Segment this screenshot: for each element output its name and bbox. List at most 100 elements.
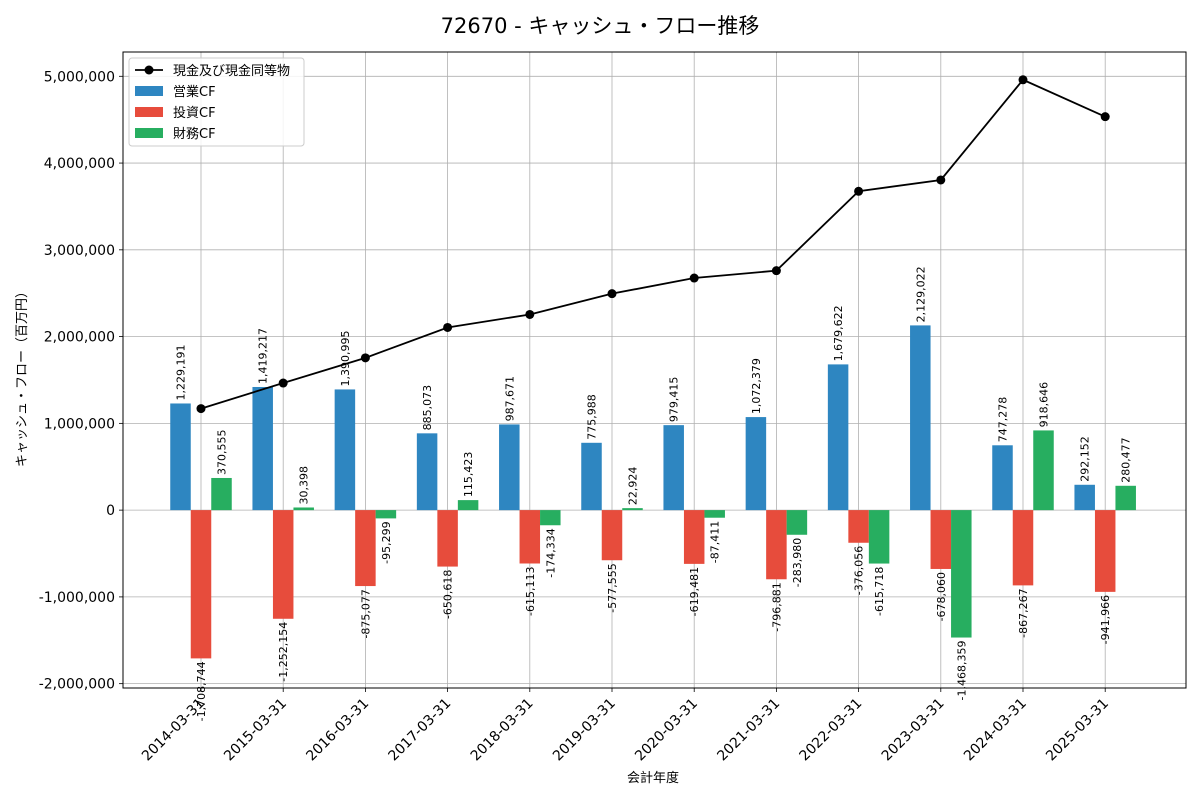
bar — [581, 442, 602, 511]
data-label: 979,415 — [668, 377, 681, 423]
bar — [272, 510, 294, 619]
cash-line-point — [1100, 112, 1110, 122]
data-label: -577,555 — [606, 563, 619, 612]
data-label: -376,056 — [853, 546, 866, 595]
cash-line-point — [360, 353, 370, 363]
legend-label: 現金及び現金同等物 — [173, 63, 290, 79]
data-label: 775,988 — [586, 394, 599, 440]
data-label: -1,252,154 — [277, 622, 290, 682]
data-label: -174,334 — [544, 528, 557, 577]
data-label: 2,129,022 — [914, 266, 927, 322]
bar — [293, 507, 314, 511]
data-labels: 1,229,191 1,419,217 1,390,995 885,073 987,67… — [175, 266, 1133, 721]
bar — [827, 364, 849, 511]
bar — [355, 510, 376, 587]
x-tick-label: 2025-03-31 — [1043, 696, 1112, 765]
x-tick-label: 2015-03-31 — [221, 696, 290, 765]
data-label: -650,618 — [442, 570, 455, 619]
bar — [437, 510, 458, 567]
legend-label: 営業CF — [173, 84, 216, 100]
data-label: 30,398 — [298, 466, 311, 505]
x-tick-label: 2019-03-31 — [550, 696, 619, 765]
bar — [252, 386, 273, 511]
bar — [930, 510, 952, 569]
x-tick-label: 2022-03-31 — [797, 696, 866, 765]
bar — [334, 389, 356, 511]
data-label: 115,423 — [462, 452, 475, 497]
bar — [786, 510, 808, 535]
x-tick-label: 2020-03-31 — [632, 696, 701, 765]
cash-line-path — [200, 78, 1106, 410]
data-label: -1,468,359 — [955, 641, 968, 701]
bar — [375, 510, 397, 519]
cash-line — [196, 75, 1110, 414]
data-label: 22,924 — [627, 467, 640, 506]
data-label: 987,671 — [503, 376, 516, 422]
bar — [992, 445, 1013, 511]
data-label: 370,555 — [216, 429, 229, 475]
x-tick-label: 2017-03-31 — [386, 696, 455, 765]
bar — [170, 403, 191, 511]
bars — [170, 325, 1136, 659]
bar — [868, 510, 890, 564]
legend-bar-swatch — [135, 86, 163, 96]
bar — [1033, 430, 1054, 511]
bar — [663, 425, 684, 511]
legend-box — [128, 57, 305, 147]
data-label: 1,072,379 — [750, 358, 763, 414]
data-label: -619,481 — [688, 567, 701, 616]
data-label: -678,060 — [935, 572, 948, 621]
bar — [540, 510, 561, 526]
cash-line-point — [936, 175, 946, 185]
cash-line-point — [771, 266, 781, 276]
bar — [745, 417, 767, 511]
cash-line-point — [607, 289, 617, 299]
data-label: 1,679,622 — [832, 305, 845, 361]
data-label: -95,299 — [380, 521, 393, 563]
data-label: 918,646 — [1038, 382, 1051, 428]
bar — [416, 433, 438, 511]
cash-line-point — [443, 322, 453, 332]
x-tick-label: 2024-03-31 — [961, 696, 1030, 765]
bar — [601, 510, 623, 561]
legend-label: 財務CF — [173, 127, 216, 142]
bar — [457, 500, 479, 511]
data-label: -615,718 — [873, 567, 886, 616]
cash-line-point — [525, 309, 535, 319]
x-axis-label: 会計年度 — [627, 770, 679, 786]
data-label: 1,419,217 — [257, 328, 270, 384]
y-tick-label: 4,000,000 — [44, 156, 115, 172]
legend-bar-swatch — [135, 107, 163, 117]
x-tick-label: 2014-03-31 — [139, 696, 208, 765]
cash-line-point — [1018, 75, 1028, 85]
data-label: 885,073 — [421, 385, 434, 431]
bar — [1074, 484, 1095, 511]
bar — [190, 510, 212, 659]
bar — [766, 510, 787, 580]
bar — [1115, 485, 1136, 511]
legend-label: 投資CF — [173, 105, 216, 121]
bar — [910, 325, 931, 511]
data-label: 1,390,995 — [339, 330, 352, 386]
data-label: 280,477 — [1120, 437, 1133, 483]
chart-title: 72670 - キャッシュ・フロー推移 — [441, 14, 760, 38]
data-label: -87,411 — [709, 521, 722, 563]
data-label: -283,980 — [791, 538, 804, 587]
cash-line-point — [854, 186, 864, 196]
bar — [951, 510, 972, 638]
bar — [499, 424, 520, 511]
bar — [1012, 510, 1034, 586]
legend-bar-swatch — [135, 128, 163, 138]
data-label: -796,881 — [770, 582, 783, 631]
y-tick-label: 0 — [106, 503, 115, 519]
cash-line-point — [196, 404, 206, 414]
bar — [683, 510, 705, 564]
cash-line-point — [278, 378, 288, 388]
bar — [211, 477, 232, 511]
cash-line-point — [689, 273, 699, 283]
y-axis-label: キャッシュ・フロー（百万円） — [15, 285, 30, 467]
data-label: -615,113 — [524, 566, 537, 615]
x-tick-label: 2023-03-31 — [879, 696, 948, 765]
